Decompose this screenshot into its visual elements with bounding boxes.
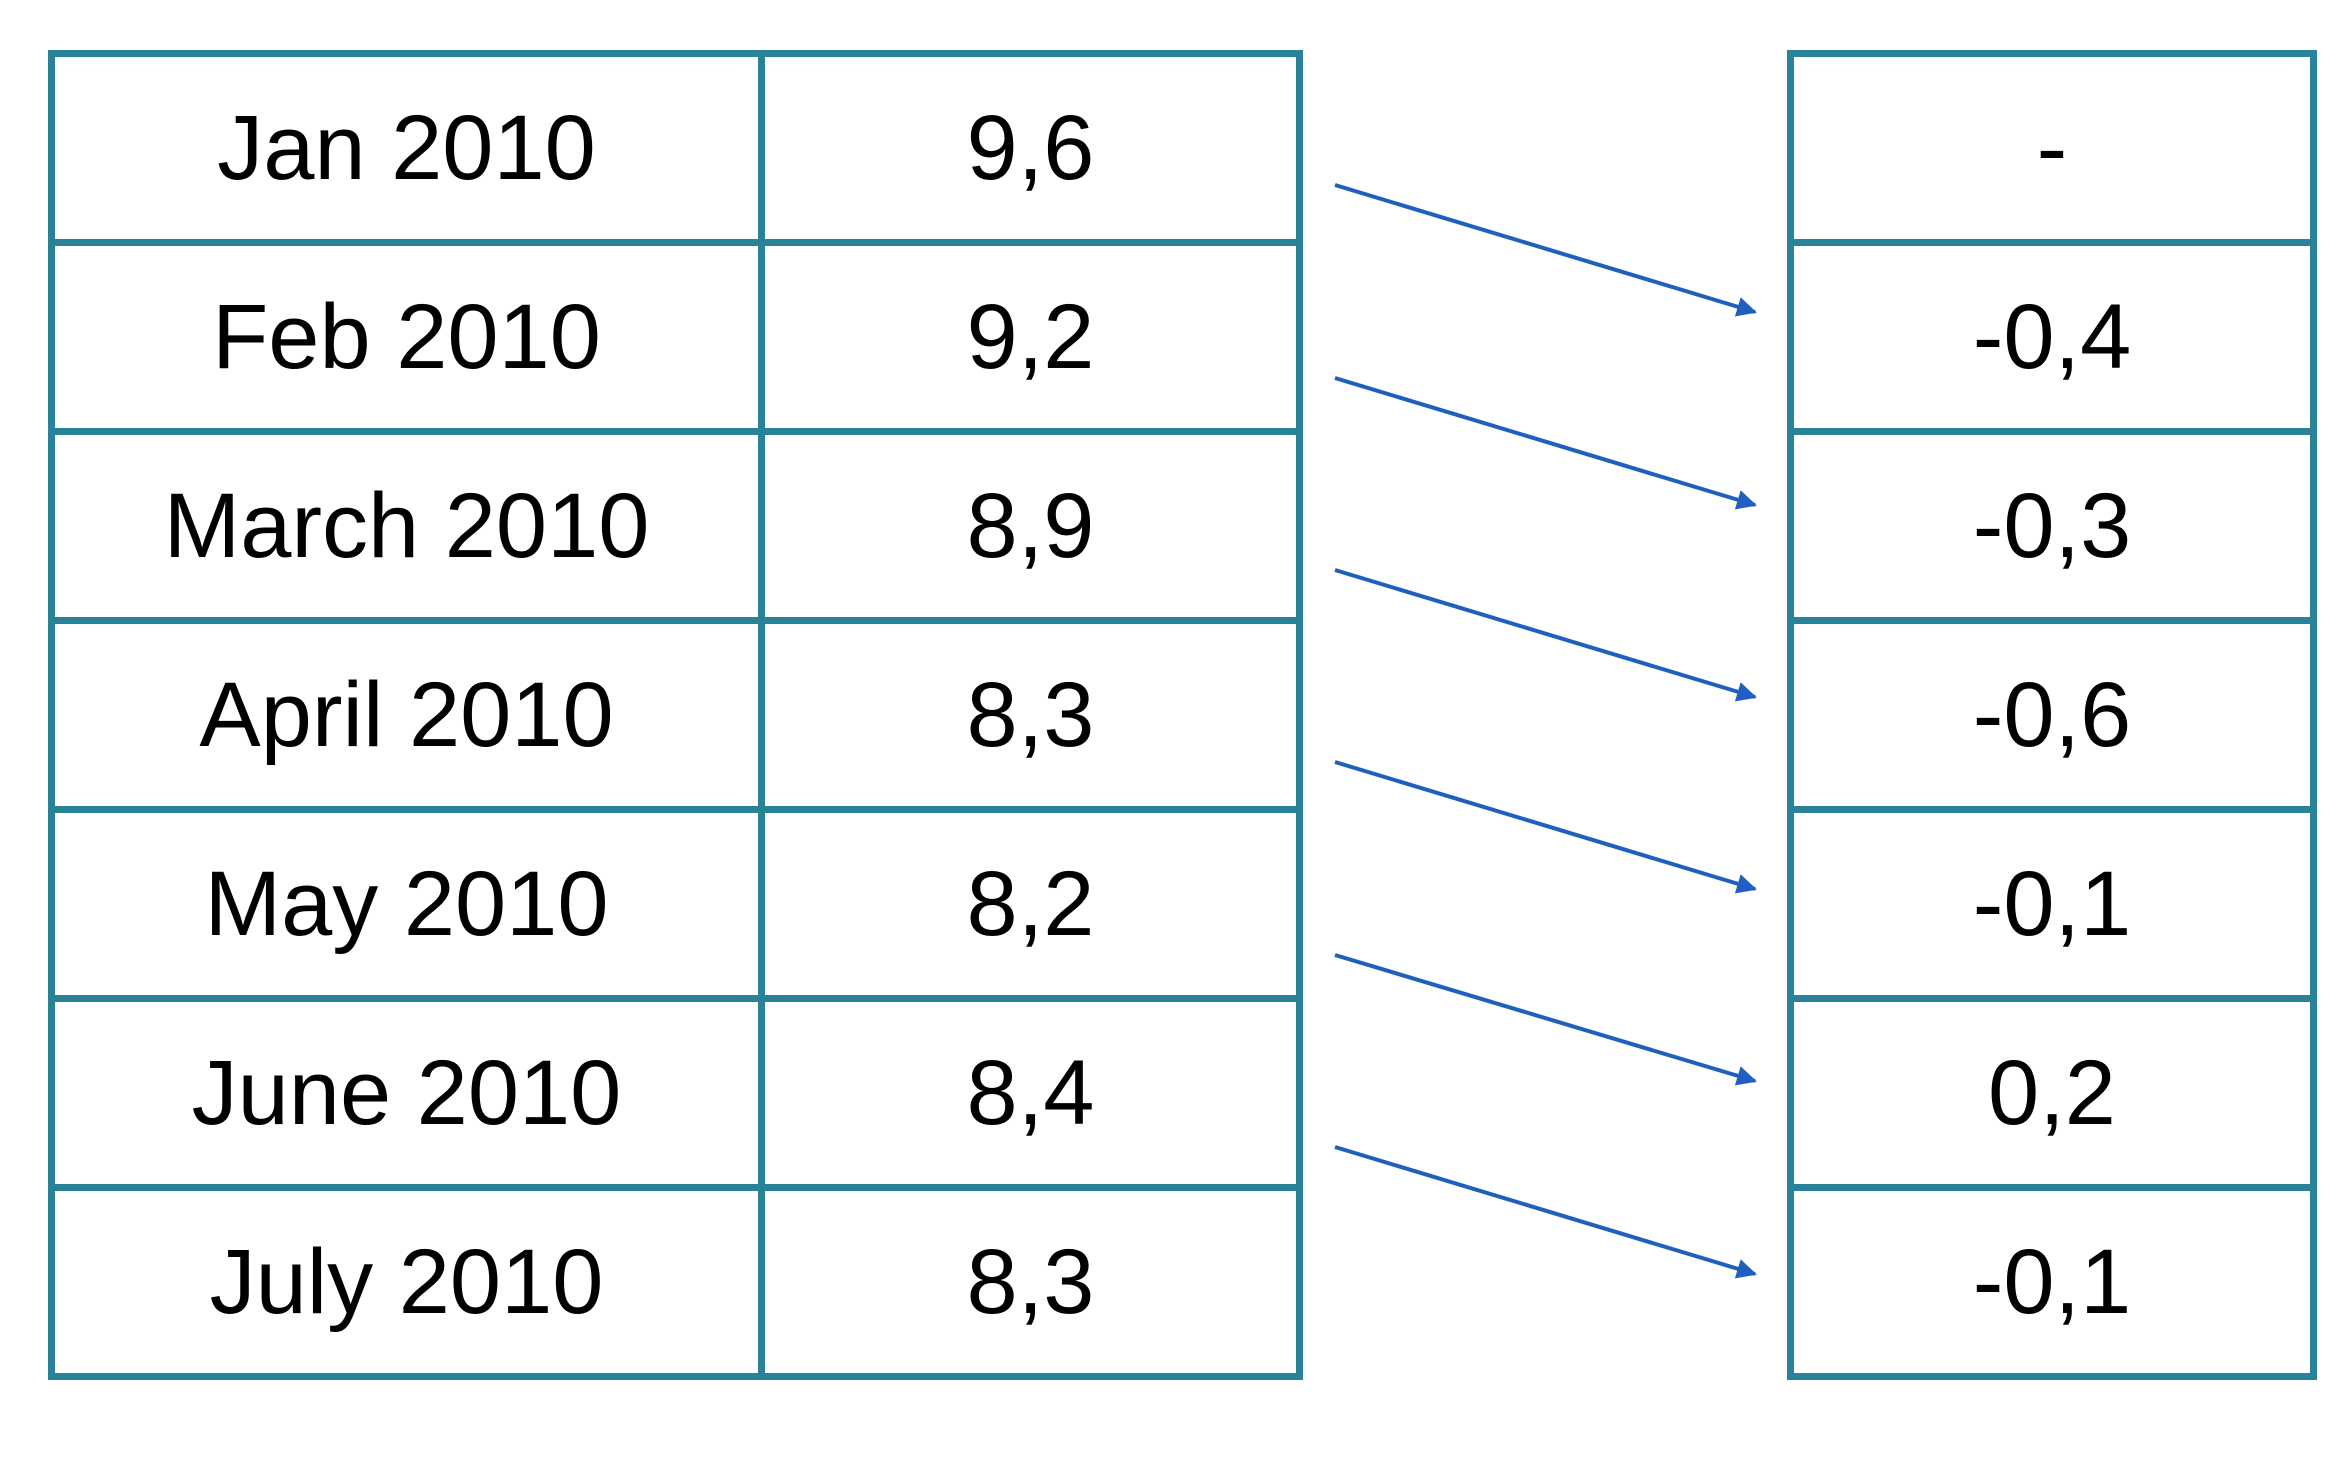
month-cell: May 2010 — [48, 806, 765, 1002]
table-row: -0,4 — [1787, 239, 2317, 435]
change-cell: -0,1 — [1787, 806, 2317, 1002]
month-cell: March 2010 — [48, 428, 765, 624]
difference-table: - -0,4 -0,3 -0,6 -0,1 0,2 -0,1 — [1787, 50, 2317, 1380]
table-row: -0,3 — [1787, 428, 2317, 624]
change-cell: -0,6 — [1787, 617, 2317, 813]
table-row: - — [1787, 50, 2317, 246]
month-cell: April 2010 — [48, 617, 765, 813]
table-row: -0,6 — [1787, 617, 2317, 813]
table-row: -0,1 — [1787, 806, 2317, 1002]
month-cell: Jan 2010 — [48, 50, 765, 246]
value-cell: 9,2 — [758, 239, 1303, 435]
change-cell: -0,3 — [1787, 428, 2317, 624]
value-cell: 8,3 — [758, 1184, 1303, 1380]
change-cell: -0,1 — [1787, 1184, 2317, 1380]
arrow-5 — [1334, 953, 1757, 1086]
table-row: July 2010 8,3 — [48, 1184, 1303, 1380]
month-cell: June 2010 — [48, 995, 765, 1191]
value-cell: 8,3 — [758, 617, 1303, 813]
value-cell: 8,2 — [758, 806, 1303, 1002]
arrow-3 — [1334, 568, 1757, 702]
month-cell: July 2010 — [48, 1184, 765, 1380]
arrow-4 — [1334, 760, 1757, 894]
value-cell: 9,6 — [758, 50, 1303, 246]
month-cell: Feb 2010 — [48, 239, 765, 435]
table-row: -0,1 — [1787, 1184, 2317, 1380]
change-cell: - — [1787, 50, 2317, 246]
table-row: June 2010 8,4 — [48, 995, 1303, 1191]
table-row: Jan 2010 9,6 — [48, 50, 1303, 246]
arrow-2 — [1334, 376, 1757, 510]
table-row: April 2010 8,3 — [48, 617, 1303, 813]
change-cell: -0,4 — [1787, 239, 2317, 435]
table-row: 0,2 — [1787, 995, 2317, 1191]
table-row: Feb 2010 9,2 — [48, 239, 1303, 435]
table-row: May 2010 8,2 — [48, 806, 1303, 1002]
value-cell: 8,4 — [758, 995, 1303, 1191]
value-cell: 8,9 — [758, 428, 1303, 624]
table-row: March 2010 8,9 — [48, 428, 1303, 624]
change-cell: 0,2 — [1787, 995, 2317, 1191]
source-table: Jan 2010 9,6 Feb 2010 9,2 March 2010 8,9… — [48, 50, 1303, 1380]
arrow-6 — [1334, 1145, 1757, 1279]
arrow-1 — [1334, 183, 1757, 317]
